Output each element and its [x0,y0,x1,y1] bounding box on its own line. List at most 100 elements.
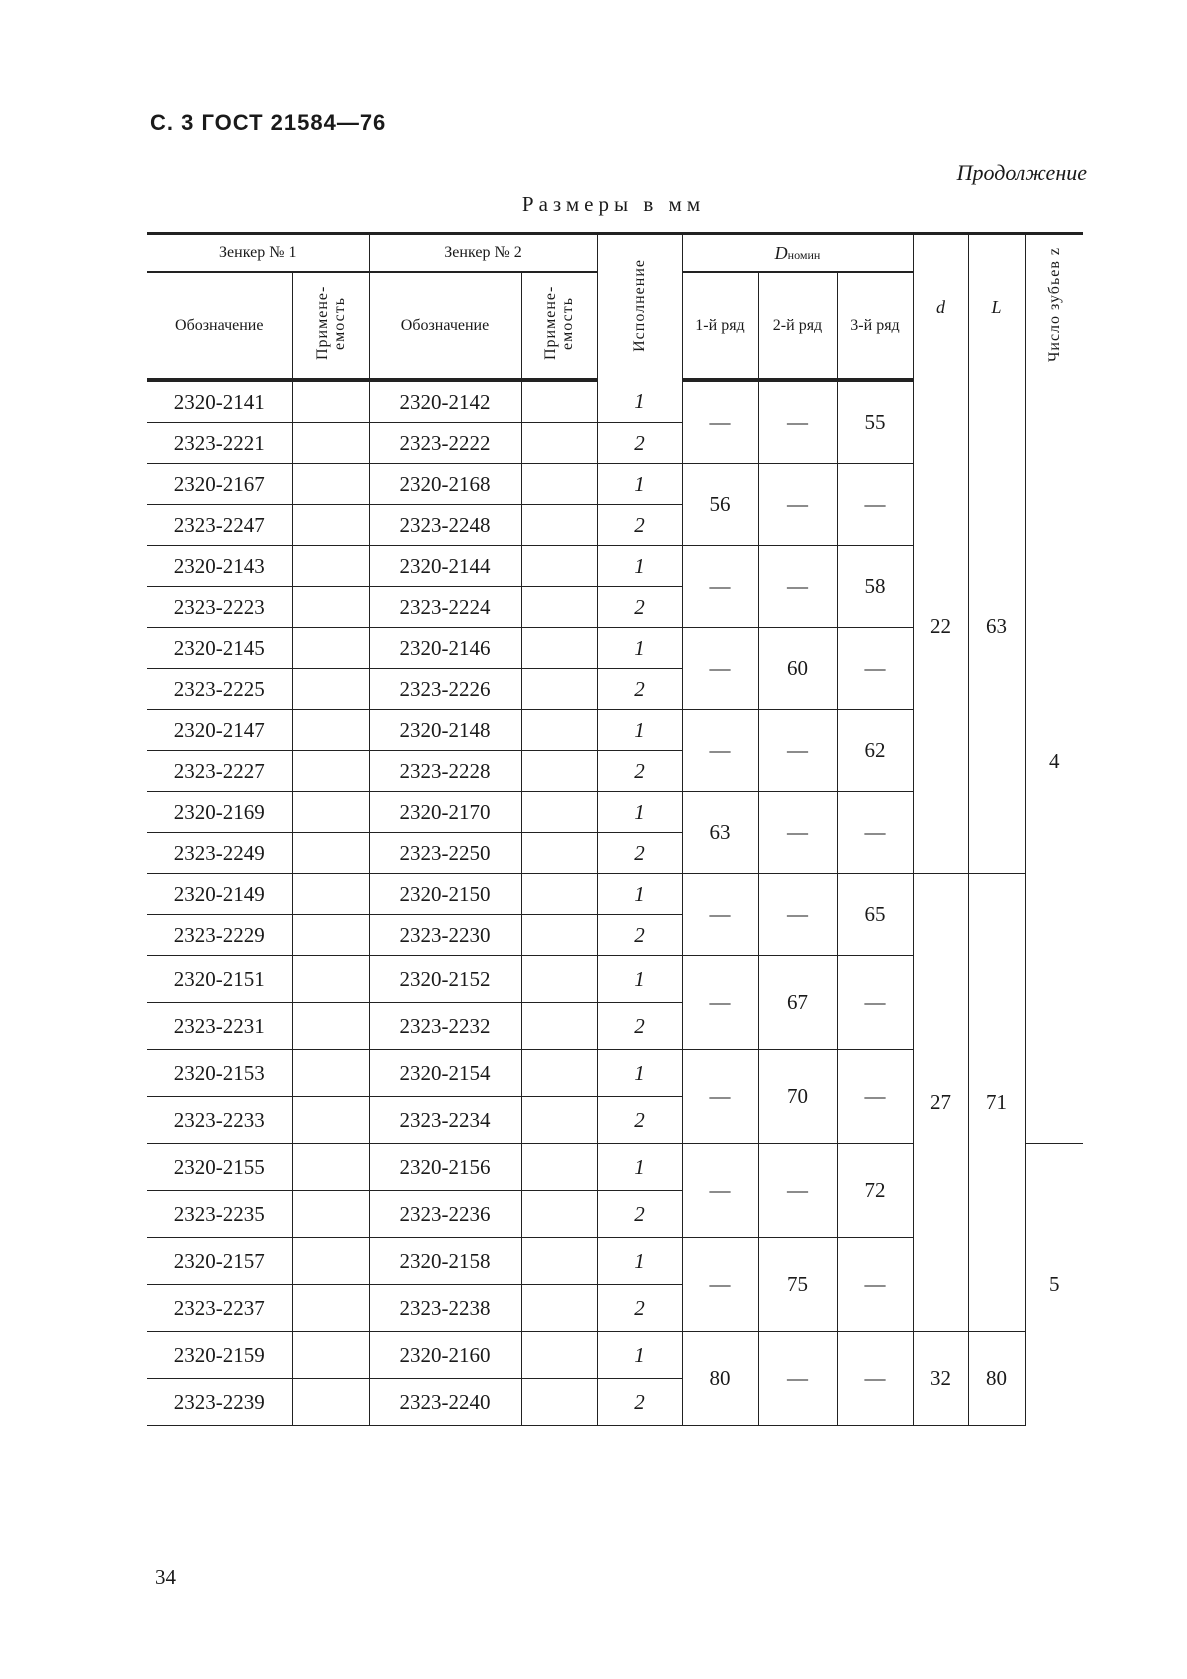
execution: 2 [596,1096,682,1144]
zenker2-applicability [520,668,597,710]
table-row: 2323-2235 2323-2236 2 [147,1190,1083,1238]
zenker1-designation: 2320-2153 [147,1049,292,1097]
applicability2-header: Примене-емость [520,272,597,382]
row3-header: 3-й ряд [836,272,913,382]
execution: 2 [596,586,682,628]
table-row: 2320-2159 2320-2160 1 80— —32 80 [147,1331,1083,1426]
zenker2-designation: 2320-2152 [368,955,521,1003]
d-nom-row1: — [681,545,758,628]
execution: 1 [596,627,682,669]
zenker1-applicability [291,1284,369,1332]
d-value: 32 [912,1331,968,1426]
d-nom-row3: 55 [836,380,913,464]
zenker1-applicability [291,873,369,915]
zenker2-applicability [520,627,597,669]
zenker2-applicability [520,791,597,833]
zenker2-applicability [520,832,597,874]
zenker1-designation: 2323-2225 [147,668,292,710]
L-header: L [967,232,1025,380]
zenker1-designation: 2320-2157 [147,1237,292,1285]
d-value: 22 [912,380,968,874]
zenker2-applicability [520,463,597,505]
zenker2-applicability [520,1190,597,1238]
execution: 1 [596,380,682,423]
d-nom-row2: — [757,791,837,874]
d-nom-row1: — [681,1237,758,1332]
zenker1-applicability [291,709,369,751]
execution: 1 [596,545,682,587]
zenker2-designation: 2323-2240 [368,1378,521,1426]
zenker1-applicability [291,504,369,546]
continuation-label: Продолжение [956,160,1087,185]
zenker2-applicability [520,873,597,915]
zenker2-designation: 2323-2222 [368,422,521,464]
zenker2-applicability [520,1049,597,1097]
d-nom-header: Dномин [681,232,913,273]
teeth-count: 4 [1024,380,1083,1144]
zenker1-designation: 2323-2237 [147,1284,292,1332]
zenker2-designation: 2320-2156 [368,1143,521,1191]
d-nom-row1: 56 [681,463,758,546]
table-row: 2320-2155 2320-2156 1— —72 5 [147,1143,1083,1426]
zenker2-applicability [520,1143,597,1191]
row2-header: 2-й ряд [757,272,837,382]
zenker2-applicability [520,545,597,587]
d-nom-row3: — [836,1331,913,1426]
d-nom-row3: — [836,1237,913,1332]
table-row: 2323-2239 2323-2240 2 [147,1378,1083,1426]
d-nom-row2: — [757,709,837,792]
execution: 2 [596,504,682,546]
execution: 1 [596,791,682,833]
zenker1-designation: 2320-2143 [147,545,292,587]
d-nom-row3: 58 [836,545,913,628]
dimensions-table: Зенкер № 1 Зенкер № 2 Исполнение Dномин … [147,232,1083,1426]
zenker2-applicability [520,422,597,464]
execution: 1 [596,1331,682,1379]
execution: 2 [596,750,682,792]
zenker1-applicability [291,586,369,628]
d-nom-row3: 72 [836,1143,913,1238]
zenker1-applicability [291,1049,369,1097]
table-row: 2323-2233 2323-2234 2 [147,1096,1083,1144]
zenker2-designation: 2323-2224 [368,586,521,628]
d-nom-row1: — [681,709,758,792]
table-row: 2320-2147 2320-2148 1— —62 [147,709,1083,792]
execution: 2 [596,914,682,956]
execution: 1 [596,709,682,751]
d-nom-row1: — [681,1049,758,1144]
zenker1-header: Зенкер № 1 [147,232,369,273]
d-nom-row3: 65 [836,873,913,956]
zenker1-applicability [291,545,369,587]
d-nom-row1: 63 [681,791,758,874]
zenker2-designation: 2320-2158 [368,1237,521,1285]
d-nom-row2: 67 [757,955,837,1050]
execution: 1 [596,1237,682,1285]
d-nom-row3: 62 [836,709,913,792]
zenker2-designation: 2320-2170 [368,791,521,833]
d-nom-row2: — [757,1143,837,1238]
zenker2-designation: 2320-2168 [368,463,521,505]
d-value: 27 [912,873,968,1332]
zenker2-designation: 2320-2142 [368,380,521,423]
execution: 2 [596,1284,682,1332]
zenker2-designation: 2320-2148 [368,709,521,751]
d-nom-row1: 80 [681,1331,758,1426]
zenker1-designation: 2323-2223 [147,586,292,628]
d-nom-row2: — [757,463,837,546]
designation2-header: Обозначение [368,272,521,382]
zenker2-designation: 2320-2160 [368,1331,521,1379]
zenker2-applicability [520,914,597,956]
zenker1-applicability [291,422,369,464]
zenker2-applicability [520,380,597,423]
execution: 2 [596,1378,682,1426]
zenker1-applicability [291,1002,369,1050]
applicability1-header: Примене-емость [291,272,369,382]
zenker2-applicability [520,1284,597,1332]
table-row: 2320-2141 2320-2142 1— —55 22 63 4 [147,380,1083,1144]
d-nom-row2: — [757,380,837,464]
zenker1-designation: 2320-2155 [147,1143,292,1191]
d-nom-row1: — [681,955,758,1050]
zenker2-designation: 2323-2226 [368,668,521,710]
d-nom-row2: 75 [757,1237,837,1332]
zenker1-applicability [291,750,369,792]
